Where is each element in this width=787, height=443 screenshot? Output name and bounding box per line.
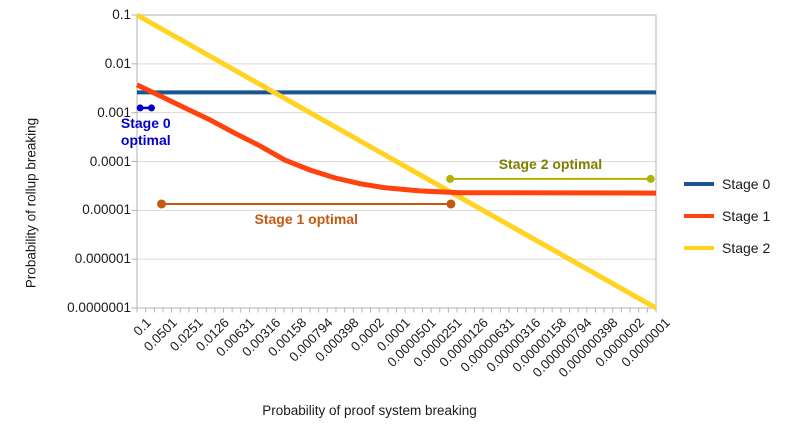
annotation-stage-1-optimal: Stage 1 optimal xyxy=(206,211,406,229)
y-tick-label: 0.1 xyxy=(112,7,131,22)
x-axis-title: Probability of proof system breaking xyxy=(262,403,477,418)
legend-swatch xyxy=(684,214,714,218)
annotation-label-line: Stage 2 optimal xyxy=(498,155,603,172)
stage-2-optimal-dot xyxy=(446,174,455,183)
series-line-stage-1 xyxy=(135,82,657,196)
legend: Stage 0 Stage 1 Stage 2 xyxy=(684,174,770,270)
annotation-label-line: Stage 1 optimal xyxy=(254,210,358,227)
stage-1-optimal-dot xyxy=(446,199,456,209)
stage-2-optimal-dot xyxy=(646,174,655,183)
annotation-stage-0-optimal: Stage 0 optimal xyxy=(46,115,246,150)
legend-item-stage-1: Stage 1 xyxy=(684,206,770,226)
legend-swatch xyxy=(684,182,714,186)
y-axis-title: Probability of rollup breaking xyxy=(23,117,39,289)
legend-item-stage-0: Stage 0 xyxy=(684,174,770,194)
y-tick-label: 0.00001 xyxy=(82,202,131,218)
y-tick-label: 0.001 xyxy=(97,104,131,120)
y-tick-label: 0.01 xyxy=(104,55,131,71)
annotation-stage-2-optimal: Stage 2 optimal xyxy=(450,156,650,174)
stage-1-optimal-dot xyxy=(157,199,167,209)
annotation-label-line: Stage 0 xyxy=(120,114,171,131)
legend-label: Stage 1 xyxy=(722,208,771,224)
series-line-stage-2 xyxy=(135,12,658,311)
y-tick-label: 0.000001 xyxy=(74,251,131,267)
stage-0-optimal-dot xyxy=(136,104,144,112)
stage-0-optimal-dot xyxy=(147,104,155,112)
y-tick-label: 0.0000001 xyxy=(67,300,131,315)
legend-swatch xyxy=(684,246,714,250)
legend-item-stage-2: Stage 2 xyxy=(684,238,770,258)
y-tick-label: 0.0001 xyxy=(89,153,131,169)
annotation-label-line: optimal xyxy=(120,132,171,149)
legend-label: Stage 2 xyxy=(722,240,771,256)
legend-label: Stage 0 xyxy=(722,176,771,192)
